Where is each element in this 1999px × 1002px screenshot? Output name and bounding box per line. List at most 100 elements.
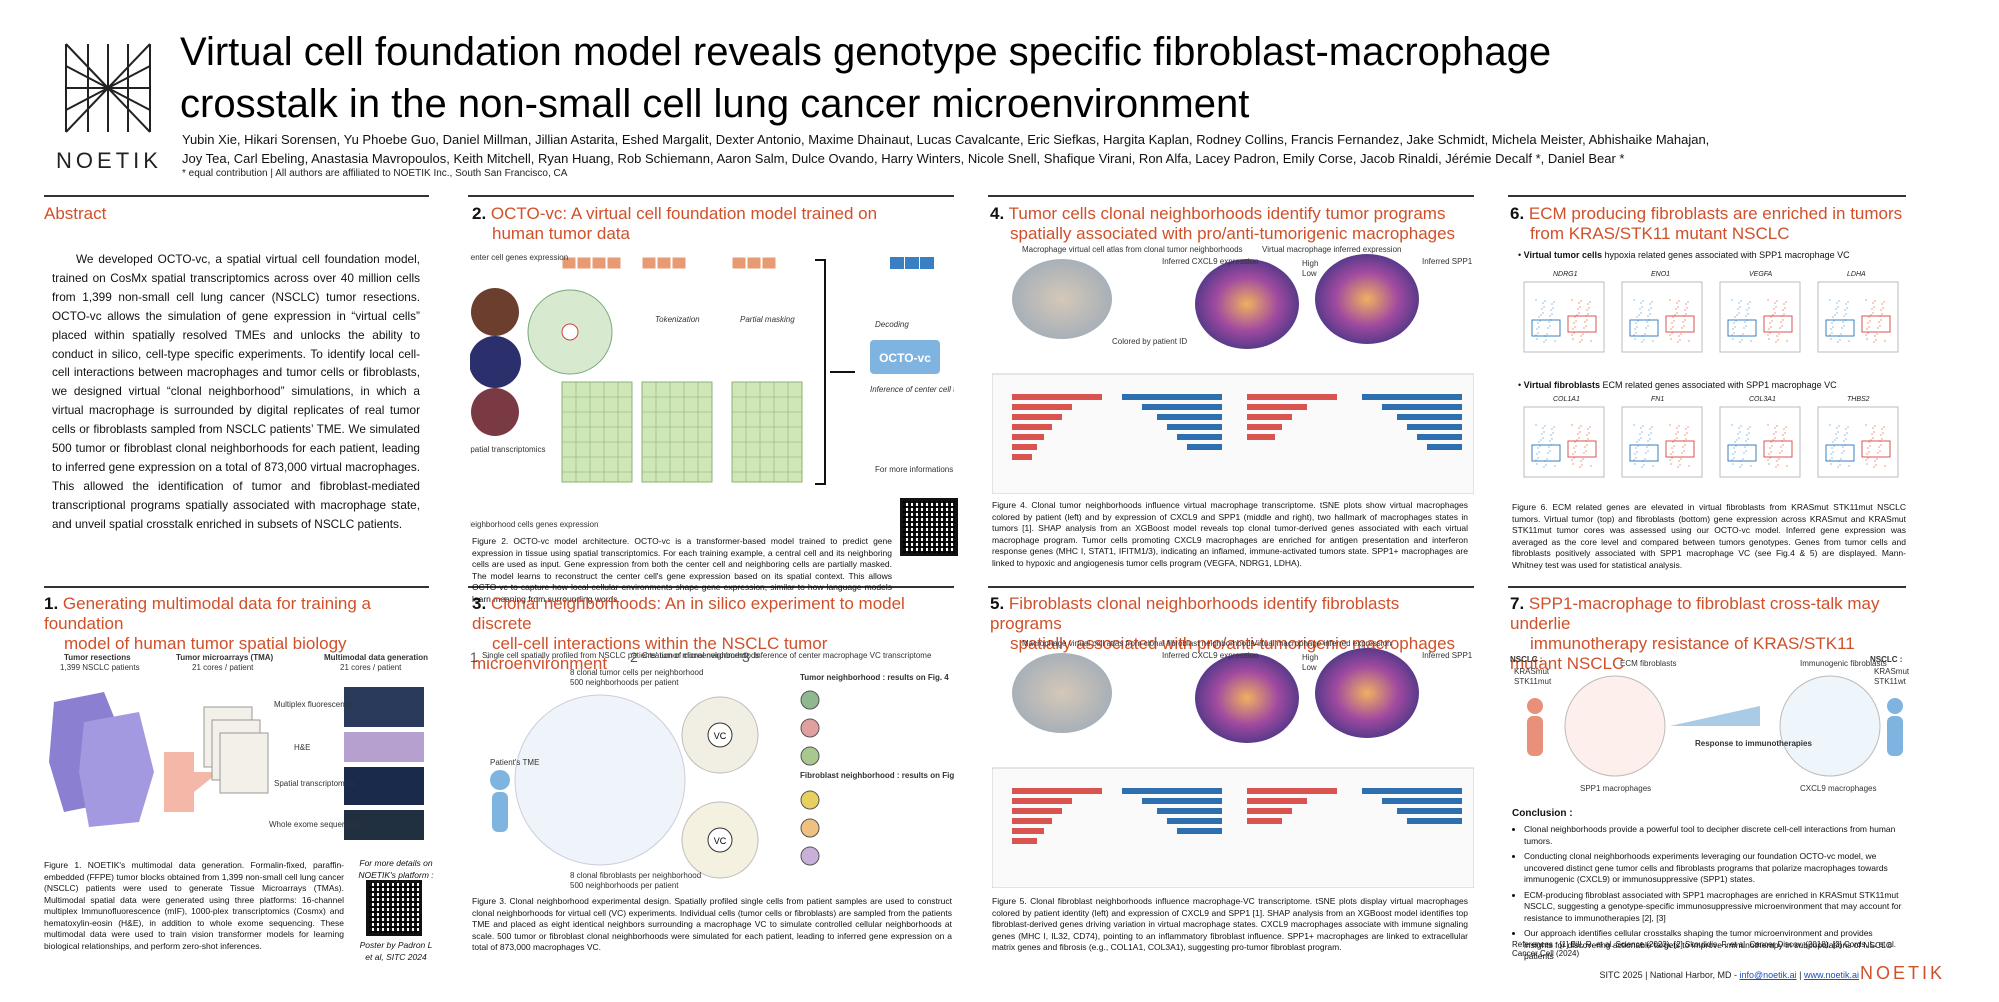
svg-text:Partial masking: Partial masking	[740, 315, 795, 324]
svg-text:Response to immunotherapies: Response to immunotherapies	[1695, 739, 1812, 748]
divider	[988, 586, 1474, 588]
gene-label: COL1A1	[1553, 396, 1580, 403]
divider	[468, 195, 954, 197]
svg-text:SPP1 macrophages: SPP1 macrophages	[1580, 784, 1651, 793]
figure-4-tsne-shap: Macrophage virtual cell atlas from clona…	[992, 245, 1474, 494]
gene-label: COL3A1	[1749, 396, 1776, 403]
section-3-title: 3. Clonal neighborhoods: An in silico ex…	[472, 594, 905, 673]
author-list: Yubin Xie, Hikari Sorensen, Yu Phoebe Gu…	[182, 132, 1710, 166]
svg-text:Low: Low	[1302, 269, 1317, 278]
svg-text:Low: Low	[1302, 663, 1317, 672]
model-label: OCTO-vc	[879, 351, 931, 365]
svg-text:Fibroblast neighborhood : resu: Fibroblast neighborhood : results on Fig…	[800, 771, 954, 780]
abstract-title: Abstract	[44, 204, 107, 223]
gene-label: ENO1	[1651, 271, 1670, 278]
svg-text:Creation of clonal neighborhoo: Creation of clonal neighborhoods	[642, 651, 759, 660]
svg-text:Inference of center macrophage: Inference of center macrophage VC transc…	[754, 651, 932, 660]
logo-text: NOETIK	[56, 148, 162, 173]
figure-6-caption: Figure 6. ECM related genes are elevated…	[1512, 502, 1906, 570]
references: References : [1] Bill, R. et al. Science…	[1512, 940, 1897, 958]
poster-title: Virtual cell foundation model reveals ge…	[180, 30, 1552, 126]
svg-text:Patient's TME: Patient's TME	[490, 758, 539, 767]
gene-label: NDRG1	[1553, 271, 1578, 278]
noetik-logo-icon	[65, 43, 151, 133]
svg-text:Center cell genes expression: Center cell genes expression	[470, 253, 568, 262]
figure-3-clonal-design: 1 Single cell spatially profiled from NS…	[470, 650, 954, 890]
divider	[1508, 195, 1906, 197]
svg-text:Tumor neighborhood : results o: Tumor neighborhood : results on Fig. 4	[800, 673, 949, 682]
svg-text:Whole exome sequencing: Whole exome sequencing	[269, 820, 361, 829]
gene-label: FN1	[1651, 396, 1664, 403]
svg-text:2: 2	[630, 650, 638, 665]
footer-logo: NOETIK	[1859, 963, 1945, 983]
svg-text:ECM fibroblasts: ECM fibroblasts	[1620, 659, 1676, 668]
conclusion-item: Conducting clonal neighborhoods experime…	[1524, 851, 1902, 886]
svg-text:Spatial transcriptomics: Spatial transcriptomics	[274, 779, 354, 788]
svg-text:Inference of center cell trans: Inference of center cell transcriptome	[870, 385, 954, 394]
boxplot-panel: ENO1	[1621, 271, 1703, 353]
divider	[468, 586, 954, 588]
conclusion-list: Clonal neighborhoods provide a powerful …	[1512, 824, 1902, 967]
affiliation: * equal contribution | All authors are a…	[182, 168, 568, 179]
svg-text:3: 3	[742, 650, 750, 665]
fig6-fibro-heading: • Virtual fibroblasts ECM related genes …	[1518, 380, 1837, 390]
svg-text:CXCL9 macrophages: CXCL9 macrophages	[1800, 784, 1876, 793]
svg-text:Tumor resections: Tumor resections	[64, 653, 131, 662]
svg-text:For more informations on OCTO-: For more informations on OCTO-vc	[875, 465, 954, 474]
svg-text:KRASmut: KRASmut	[1874, 667, 1910, 676]
figure-4-caption: Figure 4. Clonal tumor neighborhoods inf…	[992, 500, 1468, 568]
qr-code-icon[interactable]	[900, 498, 958, 556]
svg-text:Tokenization: Tokenization	[655, 315, 700, 324]
section-6-title: 6. ECM producing fibroblasts are enriche…	[1510, 204, 1903, 243]
fig6-tumor-heading: • Virtual tumor cells hypoxia related ge…	[1518, 250, 1850, 260]
svg-text:Spatial transcriptomics: Spatial transcriptomics	[470, 445, 545, 454]
svg-text:Tumor microarrays (TMA): Tumor microarrays (TMA)	[176, 653, 274, 662]
svg-text:H&E: H&E	[294, 743, 310, 752]
boxplot-panel: COL1A1	[1523, 396, 1605, 478]
boxplot-panel: FN1	[1621, 396, 1703, 478]
figure-1-multimodal-pipeline: Tumor resections 1,399 NSCLC patients Tu…	[49, 653, 428, 840]
svg-text:8 clonal fibroblasts per neigh: 8 clonal fibroblasts per neighborhood	[570, 871, 701, 880]
abstract-text: We developed OCTO-vc, a spatial virtual …	[52, 252, 420, 531]
svg-text:21 cores / patient: 21 cores / patient	[340, 663, 402, 672]
svg-text:Multimodal data generation: Multimodal data generation	[324, 653, 428, 662]
svg-text:Virtual macrophage inferred ex: Virtual macrophage inferred expression	[1252, 639, 1391, 648]
svg-text:Macrophage virtual cell atlas: Macrophage virtual cell atlas from clona…	[1022, 245, 1243, 254]
svg-text:Decoding: Decoding	[875, 320, 909, 329]
svg-text:Inferred CXCL9 expression: Inferred CXCL9 expression	[1162, 651, 1259, 660]
email-link[interactable]: info@noetik.ai	[1739, 970, 1797, 980]
divider	[44, 586, 429, 588]
gene-label: THBS2	[1847, 396, 1870, 403]
boxplot-panel: THBS2	[1817, 396, 1899, 478]
svg-text:Multiplex fluorescence: Multiplex fluorescence	[274, 700, 354, 709]
svg-text:21 cores / patient: 21 cores / patient	[192, 663, 254, 672]
svg-text:NSCLC :: NSCLC :	[1870, 655, 1902, 664]
svg-text:Neighborhood cells genes expre: Neighborhood cells genes expression	[470, 520, 598, 529]
octo-vc-architecture-figure: OCTO-vc Center cell genes expression Nei…	[470, 253, 954, 529]
boxplot-panel: LDHA	[1817, 271, 1899, 353]
svg-text:500 neighborhoods per patient: 500 neighborhoods per patient	[570, 881, 679, 890]
qr-code-icon[interactable]	[366, 880, 422, 936]
section-1-title: 1. Generating multimodal data for traini…	[44, 594, 371, 653]
svg-text:1,399 NSCLC patients: 1,399 NSCLC patients	[60, 663, 140, 672]
conclusion-item: Our approach identifies cellular crossta…	[1524, 928, 1902, 963]
svg-text:NSCLC :: NSCLC :	[1510, 655, 1542, 664]
svg-text:Inferred SPP1 expression: Inferred SPP1 expression	[1422, 651, 1474, 660]
svg-text:Macrophage virtual cell atlas: Macrophage virtual cell atlas from clona…	[1022, 639, 1255, 648]
footer: SITC 2025 | National Harbor, MD - info@n…	[1599, 970, 1859, 980]
qr-credit: Poster by Padron L et al, SITC 2024	[359, 940, 433, 962]
svg-text:High: High	[1302, 653, 1318, 662]
svg-text:STK11wt: STK11wt	[1874, 677, 1907, 686]
conclusion-item: Clonal neighborhoods provide a powerful …	[1524, 824, 1902, 847]
svg-text:High: High	[1302, 259, 1318, 268]
website-link[interactable]: www.noetik.ai	[1803, 970, 1859, 980]
svg-text:Immunogenic fibroblasts: Immunogenic fibroblasts	[1800, 659, 1887, 668]
boxplot-panel: COL3A1	[1719, 396, 1801, 478]
gene-label: VEGFA	[1749, 271, 1773, 278]
section-5-title: 5. Fibroblasts clonal neighborhoods iden…	[990, 594, 1456, 653]
figure-3-caption: Figure 3. Clonal neighborhood experiment…	[472, 896, 952, 952]
figure-1-caption: Figure 1. NOETIK's multimodal data gener…	[44, 860, 344, 951]
divider	[44, 195, 429, 197]
svg-text:Inferred CXCL9 expression: Inferred CXCL9 expression	[1162, 257, 1259, 266]
figure-5-tsne-shap: Macrophage virtual cell atlas from clona…	[992, 639, 1474, 888]
